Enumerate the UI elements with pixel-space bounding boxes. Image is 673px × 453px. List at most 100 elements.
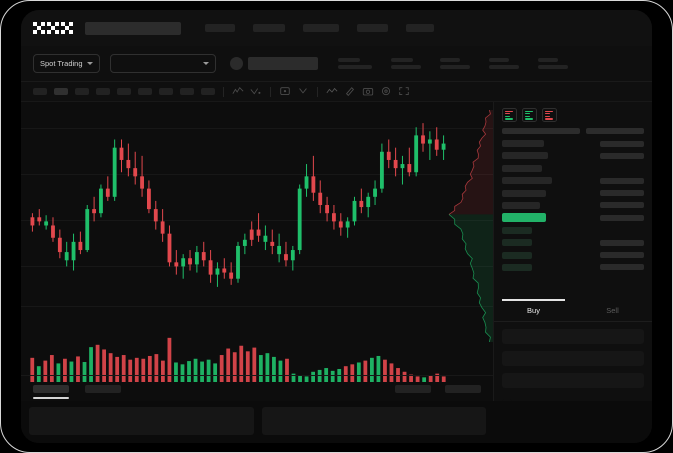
nav-item-1[interactable] [205,24,235,32]
orderbook-row-value [600,190,644,197]
orderbook-row-bid[interactable] [502,263,644,272]
drawing-icon[interactable] [344,86,356,97]
nav-item-list [205,24,434,32]
search-input[interactable] [85,21,181,35]
timeframe-1d[interactable] [159,88,173,95]
order-amount-field[interactable] [502,351,644,366]
chart-tab-secondary[interactable] [85,384,121,393]
orderbook-row-bar [502,239,532,247]
orderbook-row-value [600,202,644,209]
pair-selector[interactable] [109,54,216,73]
coin-avatar [229,57,243,70]
candlestick-series [30,123,446,287]
timeframe-4h[interactable] [138,88,152,95]
app-screen: Spot Trading [21,10,652,443]
orderbook-trade-panel: Buy Sell [493,102,652,410]
order-total-field[interactable] [502,373,644,388]
chart-tab-primary[interactable] [33,384,69,399]
bottom-panel-bar [21,401,652,443]
timeframe-more[interactable] [201,88,215,95]
orderbook-row-value [600,214,644,221]
orderbook-row-bid[interactable] [502,251,644,260]
orderbook-row-bid[interactable] [502,238,644,247]
orderbook-row-bar [502,263,532,271]
orderbook-row-bar [502,152,548,160]
orderbook-row-price[interactable] [502,213,644,223]
nav-item-5[interactable] [406,24,434,32]
fullscreen-icon[interactable] [398,86,410,97]
template-icon[interactable] [279,86,291,97]
nav-item-3[interactable] [303,24,339,32]
nav-item-4[interactable] [357,24,388,32]
market-header-bar: Spot Trading [21,46,652,82]
chart-type-icon[interactable] [297,86,309,97]
price-chart-panel[interactable] [21,102,493,401]
compare-icon[interactable] [250,86,262,97]
okx-logo[interactable] [33,21,73,35]
orderbook-mode-asks[interactable] [542,108,557,122]
chart-footer-button-1[interactable] [395,384,431,393]
order-book-depth-chart [448,110,493,342]
timeframe-5m[interactable] [54,88,68,95]
ticker-stat-label [488,57,509,63]
top-navigation-bar [21,10,652,46]
orderbook-row-value [600,252,644,259]
orderbook-mode-bids[interactable] [522,108,537,122]
tab-buy[interactable]: Buy [494,299,573,321]
timeframe-list [33,88,215,95]
trading-mode-selector[interactable]: Spot Trading [33,54,100,73]
timeframe-1w[interactable] [180,88,194,95]
toolbar-divider [317,86,318,97]
ticker-stat-label [390,57,413,63]
chevron-down-icon [86,62,93,65]
camera-icon[interactable] [362,86,374,97]
device-bezel: Spot Trading [21,10,652,443]
orderbook-row-ask[interactable] [502,176,644,185]
orderbook-row-bar [502,189,546,197]
chart-toolbar [21,82,652,102]
orderbook-mode-both[interactable] [502,108,517,122]
orderbook-row-value [600,264,644,271]
ticker-stat-value [537,64,568,70]
orderbook-row-value [600,177,644,184]
trading-mode-label: Spot Trading [40,59,83,68]
orderbook-rows[interactable] [494,139,652,289]
indicator-icon[interactable] [232,86,244,97]
bottom-panel-left[interactable] [29,407,254,435]
chevron-down-icon [202,62,209,65]
timeframe-1m[interactable] [33,88,47,95]
orderbook-row-bar [502,251,532,259]
orderbook-row-value [600,239,644,246]
bottom-panel-right[interactable] [261,407,486,435]
settings-icon[interactable] [380,86,392,97]
ticker-stat-value [439,64,470,70]
ticker-stat-value [488,64,519,70]
orderbook-row-bid[interactable] [502,226,644,235]
chart-footer-bar [21,375,493,401]
orderbook-row-ask[interactable] [502,139,644,148]
timeframe-1h[interactable] [117,88,131,95]
orderbook-row-bar [502,177,552,185]
ticker-stat-list [337,57,568,70]
ticker-stat-label [337,57,360,63]
orderbook-row-ask[interactable] [502,164,644,173]
ticker-stat-4 [488,57,519,70]
orderbook-row-ask[interactable] [502,189,644,198]
order-price-field[interactable] [502,329,644,344]
ticker-stat-3 [439,57,470,70]
timeframe-30m[interactable] [96,88,110,95]
logo-glyph-x [61,21,73,35]
orderbook-row-bar [502,213,546,223]
orderbook-row-ask[interactable] [502,151,644,160]
orderbook-row-bar [502,226,532,234]
orderbook-header-left [502,128,580,134]
toolbar-divider [270,86,271,97]
orderbook-row-ask[interactable] [502,201,644,210]
chart-footer-button-2[interactable] [445,384,481,393]
ticker-stat-label [537,57,558,63]
line-style-icon[interactable] [326,86,338,97]
nav-item-2[interactable] [253,24,285,32]
tab-sell[interactable]: Sell [606,306,619,315]
timeframe-15m[interactable] [75,88,89,95]
